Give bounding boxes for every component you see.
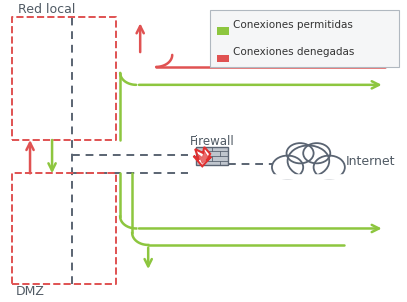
FancyBboxPatch shape (210, 10, 398, 67)
Circle shape (314, 156, 345, 179)
Text: Internet: Internet (346, 155, 395, 168)
Bar (217, 27, 229, 34)
Circle shape (303, 143, 330, 163)
Text: Red local: Red local (18, 3, 75, 16)
Circle shape (287, 143, 314, 163)
Polygon shape (194, 147, 211, 166)
Bar (217, 55, 229, 62)
Text: Conexiones denegadas: Conexiones denegadas (233, 47, 354, 57)
Text: Conexiones permitidas: Conexiones permitidas (233, 20, 353, 30)
Bar (196, 147, 228, 165)
Text: Firewall: Firewall (190, 135, 235, 148)
Circle shape (272, 156, 303, 179)
Circle shape (288, 146, 329, 177)
Polygon shape (198, 151, 208, 163)
Text: DMZ: DMZ (16, 285, 45, 298)
